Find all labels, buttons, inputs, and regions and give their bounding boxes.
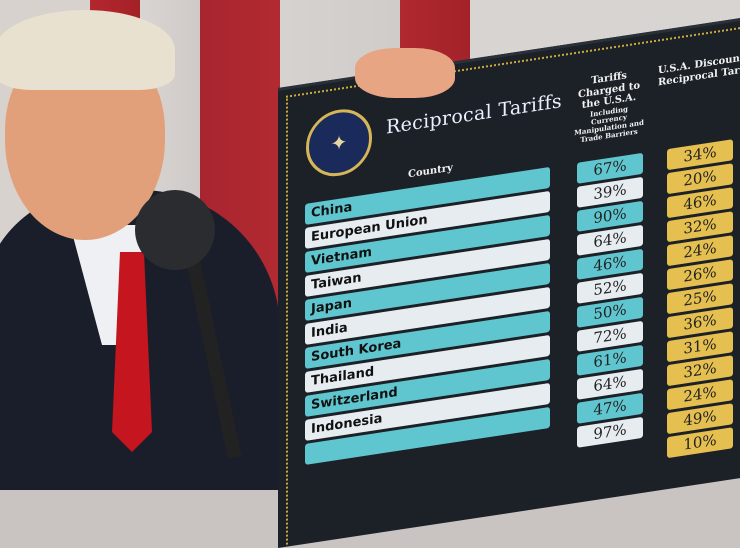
tariff-sign-board: ✦ Reciprocal Tariffs Country Tariffs Cha…: [278, 15, 740, 548]
red-tie: [112, 252, 152, 452]
speaker-hair: [0, 10, 175, 90]
header-country: Country: [408, 162, 453, 181]
hand: [355, 48, 455, 98]
header-tariffs-charged: Tariffs Charged to the U.S.A. Including …: [571, 67, 647, 145]
microphone: [135, 190, 215, 270]
header-discounted: U.S.A. Discounted Reciprocal Tariffs: [658, 50, 740, 89]
presidential-seal-icon: ✦: [306, 104, 372, 181]
